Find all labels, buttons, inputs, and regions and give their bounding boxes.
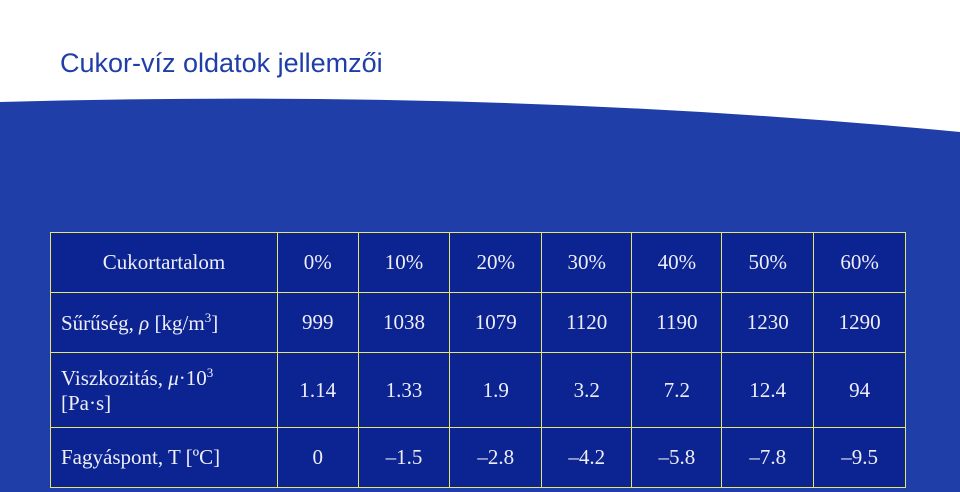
- header-cell: 0%: [277, 232, 359, 293]
- header-band: [0, 0, 960, 132]
- header-cell: 60%: [813, 232, 906, 293]
- label-text: Sűrűség,: [61, 310, 140, 335]
- header-row: Cukortartalom 0% 10% 20% 30% 40% 50% 60%: [50, 232, 906, 293]
- cell: –7.8: [721, 427, 815, 488]
- row: Fagyáspont, T [ºC] 0 –1.5 –2.8 –4.2 –5.8 –7.8…: [50, 427, 906, 488]
- cell: 1120: [541, 292, 633, 353]
- label-text: Fagyáspont, T [ºC]: [61, 445, 221, 469]
- header-cell: 20%: [449, 232, 543, 293]
- header-cell: 50%: [721, 232, 815, 293]
- cell: –1.5: [357, 427, 451, 488]
- cell: 1.9: [449, 352, 543, 428]
- cell: –4.2: [541, 427, 633, 488]
- header-cell: 10%: [357, 232, 451, 293]
- row-label: Sűrűség, ρ [kg/m3]: [50, 292, 278, 353]
- cell: 7.2: [631, 352, 723, 428]
- row-label: Viszkozitás, μ·103 [Pa·s]: [50, 352, 278, 428]
- data-table: Cukortartalom 0% 10% 20% 30% 40% 50% 60%…: [50, 232, 906, 488]
- cell: 12.4: [721, 352, 815, 428]
- cell: 1079: [449, 292, 543, 353]
- cell: 1190: [631, 292, 723, 353]
- slide-title: Cukor-víz oldatok jellemzői: [60, 48, 383, 78]
- label-text: Viszkozitás,: [61, 365, 169, 390]
- cell: 1038: [357, 292, 451, 353]
- label-text: [kg/m: [149, 310, 205, 335]
- cell: 94: [813, 352, 906, 428]
- cell: –9.5: [813, 427, 906, 488]
- header-cell: 40%: [631, 232, 723, 293]
- label-text: ·10: [178, 365, 207, 390]
- row-label: Fagyáspont, T [ºC]: [50, 427, 278, 488]
- cell: 3.2: [541, 352, 633, 428]
- cell: 1230: [721, 292, 815, 353]
- cell: 0: [277, 427, 359, 488]
- cell: 999: [277, 292, 359, 353]
- header-cell: 30%: [541, 232, 633, 293]
- cell: 1.14: [277, 352, 359, 428]
- cell: –5.8: [631, 427, 723, 488]
- cell: 1.33: [357, 352, 451, 428]
- label-text: ]: [211, 310, 219, 335]
- cell: 1290: [813, 292, 906, 353]
- superscript: 3: [206, 364, 214, 380]
- label-text: [Pa·s]: [61, 390, 112, 415]
- header-cell: Cukortartalom: [50, 232, 278, 293]
- symbol: ρ: [139, 310, 150, 335]
- row: Viszkozitás, μ·103 [Pa·s] 1.14 1.33 1.9 3.2 7…: [50, 352, 906, 428]
- symbol: μ: [168, 365, 179, 390]
- superscript: 3: [204, 309, 212, 325]
- row: Sűrűség, ρ [kg/m3] 999 1038 1079 1120 1190 12…: [50, 292, 906, 353]
- cell: –2.8: [449, 427, 543, 488]
